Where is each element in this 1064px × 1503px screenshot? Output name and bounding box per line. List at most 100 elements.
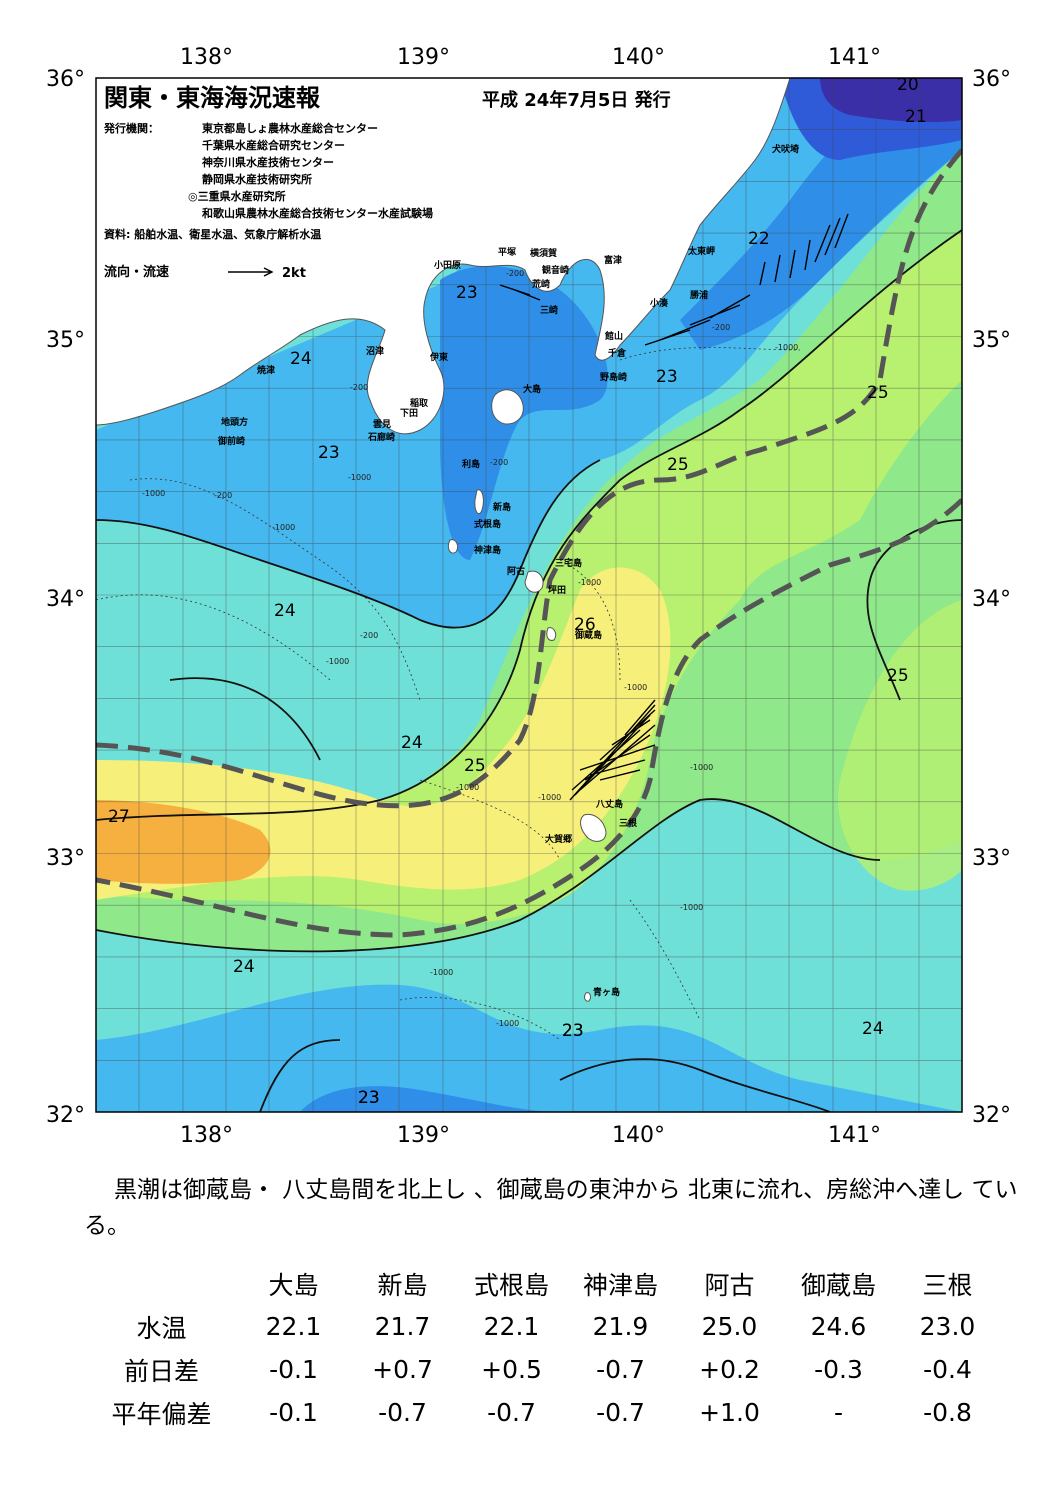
lon-label: 140° bbox=[612, 1123, 665, 1148]
current-legend-scale: 2kt bbox=[282, 266, 306, 281]
sea-band-22-south bbox=[300, 1086, 560, 1112]
issuer-name: 東京都島しょ農林水産総合センター bbox=[202, 121, 378, 135]
table-cell: -0.8 bbox=[923, 1398, 972, 1427]
data-sources: 資料: 船舶水温、衛星水温、気象庁解析水温 bbox=[104, 227, 321, 241]
place-name: 小田原 bbox=[433, 259, 461, 271]
place-name: 勝浦 bbox=[690, 289, 708, 301]
lat-label: 35° bbox=[46, 328, 85, 353]
isotherm-label: 25 bbox=[464, 756, 486, 776]
row-header: 水温 bbox=[136, 1313, 187, 1343]
lon-label: 141° bbox=[828, 1123, 881, 1148]
column-header: 神津島 bbox=[582, 1270, 658, 1300]
place-name: 地頭方 bbox=[221, 416, 248, 428]
lon-label: 139° bbox=[397, 1123, 450, 1148]
lon-label: 139° bbox=[397, 45, 450, 70]
place-name: 大島 bbox=[523, 383, 541, 395]
isotherm-label: 23 bbox=[456, 283, 478, 303]
depth-label: -1000 bbox=[348, 473, 371, 482]
table-cell: - bbox=[833, 1398, 844, 1427]
map-frame bbox=[95, 77, 963, 1113]
table-row: 前日差 -0.1 +0.7 +0.5 -0.7 +0.2 -0.3 -0.4 bbox=[84, 1348, 1002, 1391]
aogashima-island bbox=[584, 992, 591, 1002]
depth-label: -1000 bbox=[272, 523, 295, 532]
sea-band-20 bbox=[820, 78, 962, 123]
table-cell: -0.4 bbox=[923, 1355, 972, 1384]
place-name: 大賀郷 bbox=[545, 833, 572, 845]
place-name: 伊東 bbox=[429, 351, 448, 363]
sea-band-25-east bbox=[96, 150, 962, 952]
place-name: 犬吠埼 bbox=[771, 143, 799, 155]
place-name: 野島崎 bbox=[600, 371, 627, 383]
column-header: 大島 bbox=[268, 1270, 319, 1300]
depth-label: -1000 bbox=[680, 903, 703, 912]
lat-label: 34° bbox=[46, 587, 85, 612]
place-name: 稲取 bbox=[410, 397, 429, 409]
table-cell: 25.0 bbox=[701, 1312, 758, 1341]
place-name: 利島 bbox=[461, 458, 480, 470]
table-cell: 24.6 bbox=[810, 1312, 867, 1341]
depth-label: -1000 bbox=[578, 578, 601, 587]
lon-label: 138° bbox=[180, 1123, 233, 1148]
table-cell: -0.7 bbox=[596, 1355, 645, 1384]
table-cell: +0.2 bbox=[699, 1355, 760, 1384]
issuer-block: 発行機関： 東京都島しょ農林水産総合センター 千葉県水産総合研究センター 神奈川… bbox=[103, 121, 433, 281]
depth-label: -1000 bbox=[624, 683, 647, 692]
current-legend-label: 流向・流速 bbox=[104, 264, 169, 280]
place-name: 三宅島 bbox=[555, 557, 582, 569]
depth-contours bbox=[96, 347, 801, 1041]
isotherm-label: 23 bbox=[358, 1088, 380, 1108]
depth-label: -200 bbox=[506, 269, 524, 278]
table-cell: -0.7 bbox=[378, 1398, 427, 1427]
place-name: 青ヶ島 bbox=[593, 986, 620, 998]
depth-label: -200 bbox=[490, 458, 508, 467]
issuer-name: 神奈川県水産技術センター bbox=[202, 155, 334, 169]
table-cell: -0.7 bbox=[596, 1398, 645, 1427]
isotherm-label: 23 bbox=[656, 367, 678, 387]
lon-label: 141° bbox=[828, 45, 881, 70]
place-name: 横須賀 bbox=[530, 247, 557, 259]
issuer-label: 発行機関： bbox=[103, 121, 159, 135]
place-name-group: 犬吠埼 太東岬 勝浦 小湊 富津 館山 千倉 野島崎 横須賀 観音崎 平塚 荒崎… bbox=[217, 143, 799, 998]
depth-label: -1000 bbox=[430, 968, 453, 977]
depth-label: -1000 bbox=[326, 657, 349, 666]
table-cell: +0.5 bbox=[481, 1355, 542, 1384]
isotherm-label: 24 bbox=[274, 601, 296, 621]
lat-label: 36° bbox=[46, 67, 85, 92]
place-name: 観音崎 bbox=[542, 264, 569, 276]
depth-label: -200 bbox=[350, 383, 368, 392]
sea-band-26-se bbox=[838, 600, 962, 891]
place-name: 焼津 bbox=[257, 364, 275, 376]
table-cell: -0.1 bbox=[269, 1355, 318, 1384]
mikura-island bbox=[546, 627, 557, 641]
lat-label: 34° bbox=[972, 587, 1011, 612]
sea-band-22-north bbox=[440, 266, 608, 560]
table-header-row: 大島 新島 式根島 神津島 阿古 御蔵島 三根 bbox=[84, 1262, 1002, 1305]
place-name: 石廊崎 bbox=[367, 431, 395, 443]
lat-label: 32° bbox=[46, 1103, 85, 1128]
place-name: 荒崎 bbox=[531, 278, 550, 290]
table-cell: -0.7 bbox=[487, 1398, 536, 1427]
place-name: 平塚 bbox=[498, 246, 516, 258]
depth-label: -1000 bbox=[775, 343, 798, 352]
place-name: 沼津 bbox=[366, 345, 384, 357]
kozushima-island bbox=[447, 539, 459, 554]
lat-label: 33° bbox=[972, 846, 1011, 871]
isotherm-label: 23 bbox=[318, 443, 340, 463]
place-name: 神津島 bbox=[474, 544, 501, 556]
place-name: 阿古 bbox=[507, 565, 525, 577]
isotherm-label: 24 bbox=[862, 1019, 884, 1039]
issuer-name: 静岡県水産技術研究所 bbox=[202, 172, 312, 186]
longitude-labels-top: 138° 139° 140° 141° bbox=[180, 45, 881, 70]
issuer-name: 和歌山県農林水産総合技術センター水産試験場 bbox=[202, 206, 433, 220]
table-row: 平年偏差 -0.1 -0.7 -0.7 -0.7 +1.0 - -0.8 bbox=[84, 1391, 1002, 1434]
isotherm-label: 23 bbox=[358, 1088, 380, 1108]
lon-label: 140° bbox=[612, 45, 665, 70]
miyake-island bbox=[524, 570, 544, 593]
map-title: 関東・東海海況速報 bbox=[104, 84, 321, 112]
depth-label: -200 bbox=[712, 323, 730, 332]
table-cell: 21.9 bbox=[592, 1312, 649, 1341]
isotherm-label: 23 bbox=[562, 1021, 584, 1041]
isotherm-label-group: 20 21 22 23 23 23 23 24 25 25 23 24 26 2… bbox=[108, 75, 927, 1108]
lat-label: 35° bbox=[972, 328, 1011, 353]
place-name: 千倉 bbox=[608, 347, 627, 359]
